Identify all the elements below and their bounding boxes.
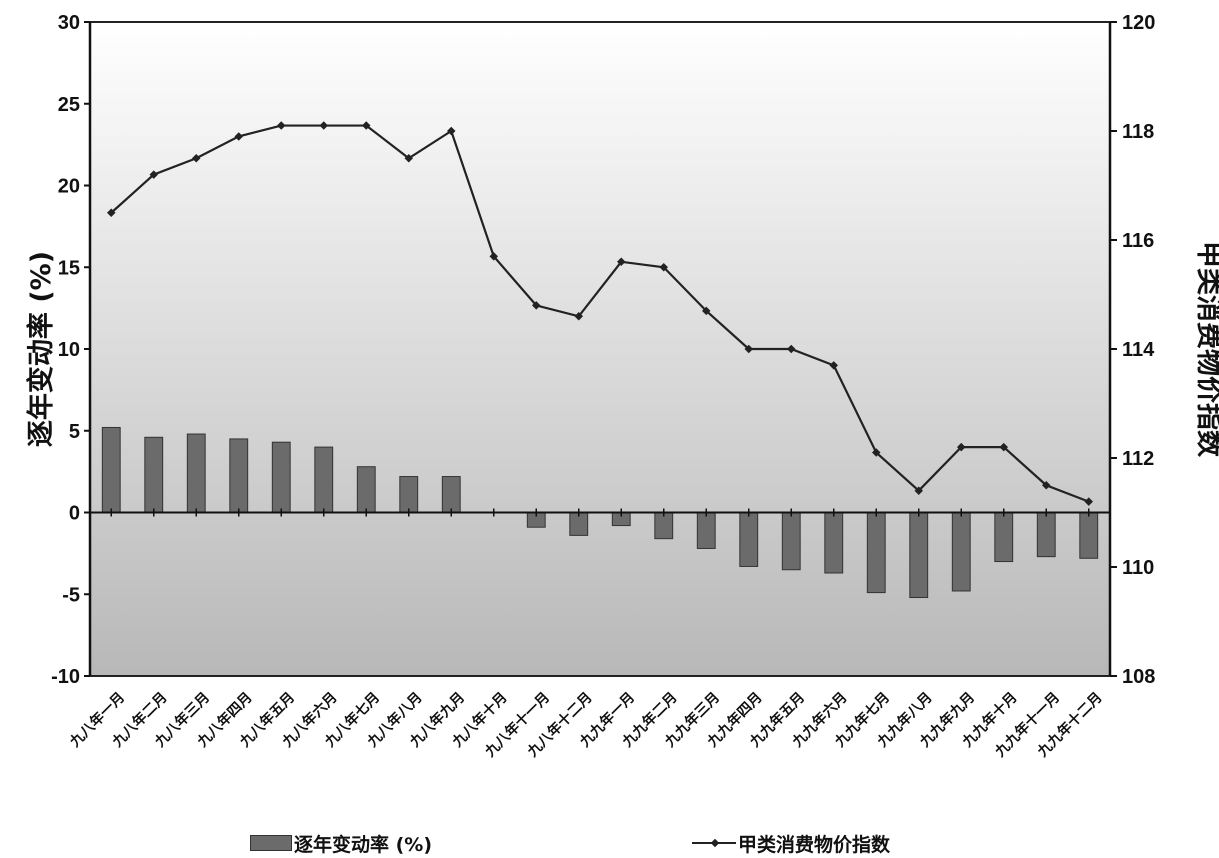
line-point-1	[107, 208, 116, 217]
bar-17	[781, 512, 801, 571]
line-point-12	[574, 312, 583, 321]
right-axis-title: 甲类消费物价指数	[1193, 241, 1219, 458]
line-point-22	[999, 442, 1008, 452]
line-point-10	[489, 252, 498, 261]
bar-series	[101, 426, 1099, 599]
left-tick-label: 10	[58, 339, 80, 361]
line-point-14	[659, 263, 668, 272]
line-point-7	[362, 121, 371, 130]
right-tick-label: 114	[1122, 339, 1155, 361]
bar-16	[739, 512, 759, 567]
bar-8	[399, 476, 419, 513]
line-point-18	[829, 361, 838, 370]
right-tick-label: 116	[1122, 230, 1154, 252]
left-tick-label: -5	[62, 584, 80, 606]
left-axis-title: 逐年变动率 (%)	[25, 251, 57, 447]
legend-bar-label: 逐年变动率 (%)	[294, 833, 433, 856]
line-point-11	[532, 301, 541, 310]
legend-line-swatch	[692, 836, 736, 850]
bar-19	[866, 512, 886, 594]
line-point-8	[404, 154, 413, 163]
legend-line-label: 甲类消费物价指数	[738, 833, 891, 856]
line-point-17	[787, 344, 796, 354]
right-tick-label: 110	[1122, 557, 1154, 579]
line-series	[107, 121, 1093, 506]
legend-item-line: 甲类消费物价指数	[692, 828, 890, 858]
bar-7	[356, 466, 376, 513]
line-point-24	[1084, 497, 1093, 506]
line-point-19	[872, 448, 881, 457]
bar-9	[441, 476, 461, 513]
line-point-13	[617, 257, 626, 267]
legend-item-bar: 逐年变动率 (%)	[250, 828, 432, 858]
line-point-5	[277, 121, 286, 130]
line-point-16	[744, 344, 753, 354]
bar-21	[951, 512, 971, 592]
left-tick-label: 0	[69, 503, 80, 525]
bar-4	[229, 438, 249, 513]
bar-3	[186, 433, 206, 513]
left-tick-label: 15	[58, 257, 80, 279]
bar-18	[824, 512, 844, 574]
line-point-3	[192, 154, 201, 163]
bar-24	[1079, 512, 1099, 559]
line-point-9	[447, 126, 456, 136]
bar-6	[314, 446, 334, 514]
bar-22	[994, 512, 1014, 563]
right-tick-label: 108	[1122, 666, 1155, 688]
bar-5	[271, 441, 291, 514]
right-tick-label: 118	[1122, 121, 1154, 143]
x-category-labels: 九八年一月九八年二月九八年三月九八年四月九八年五月九八年六月九八年七月九八年八月…	[66, 689, 1106, 761]
left-tick-label: 25	[58, 94, 80, 116]
bar-20	[909, 512, 929, 599]
left-tick-label: -10	[51, 666, 80, 688]
line-point-15	[702, 306, 711, 316]
line-point-2	[149, 170, 158, 179]
right-y-ticks: 120 118 116 114 112 110 108	[1110, 12, 1155, 688]
index-line	[110, 124, 1090, 503]
line-point-20	[914, 486, 923, 495]
left-y-ticks: 30 25 20 15 10 5 0 -5 -10	[51, 12, 1090, 688]
left-tick-label: 30	[58, 12, 80, 34]
line-point-23	[1042, 481, 1051, 490]
left-tick-label: 20	[58, 176, 80, 198]
bar-23	[1036, 512, 1056, 558]
right-tick-label: 120	[1122, 12, 1155, 34]
left-tick-label: 5	[69, 421, 80, 443]
line-point-6	[319, 121, 328, 130]
bar-1	[101, 426, 121, 514]
line-point-4	[234, 132, 243, 141]
legend-bar-swatch	[250, 835, 292, 851]
bar-2	[144, 436, 164, 514]
bar-15	[696, 512, 716, 549]
right-tick-label: 112	[1122, 448, 1154, 470]
line-point-21	[957, 442, 966, 452]
